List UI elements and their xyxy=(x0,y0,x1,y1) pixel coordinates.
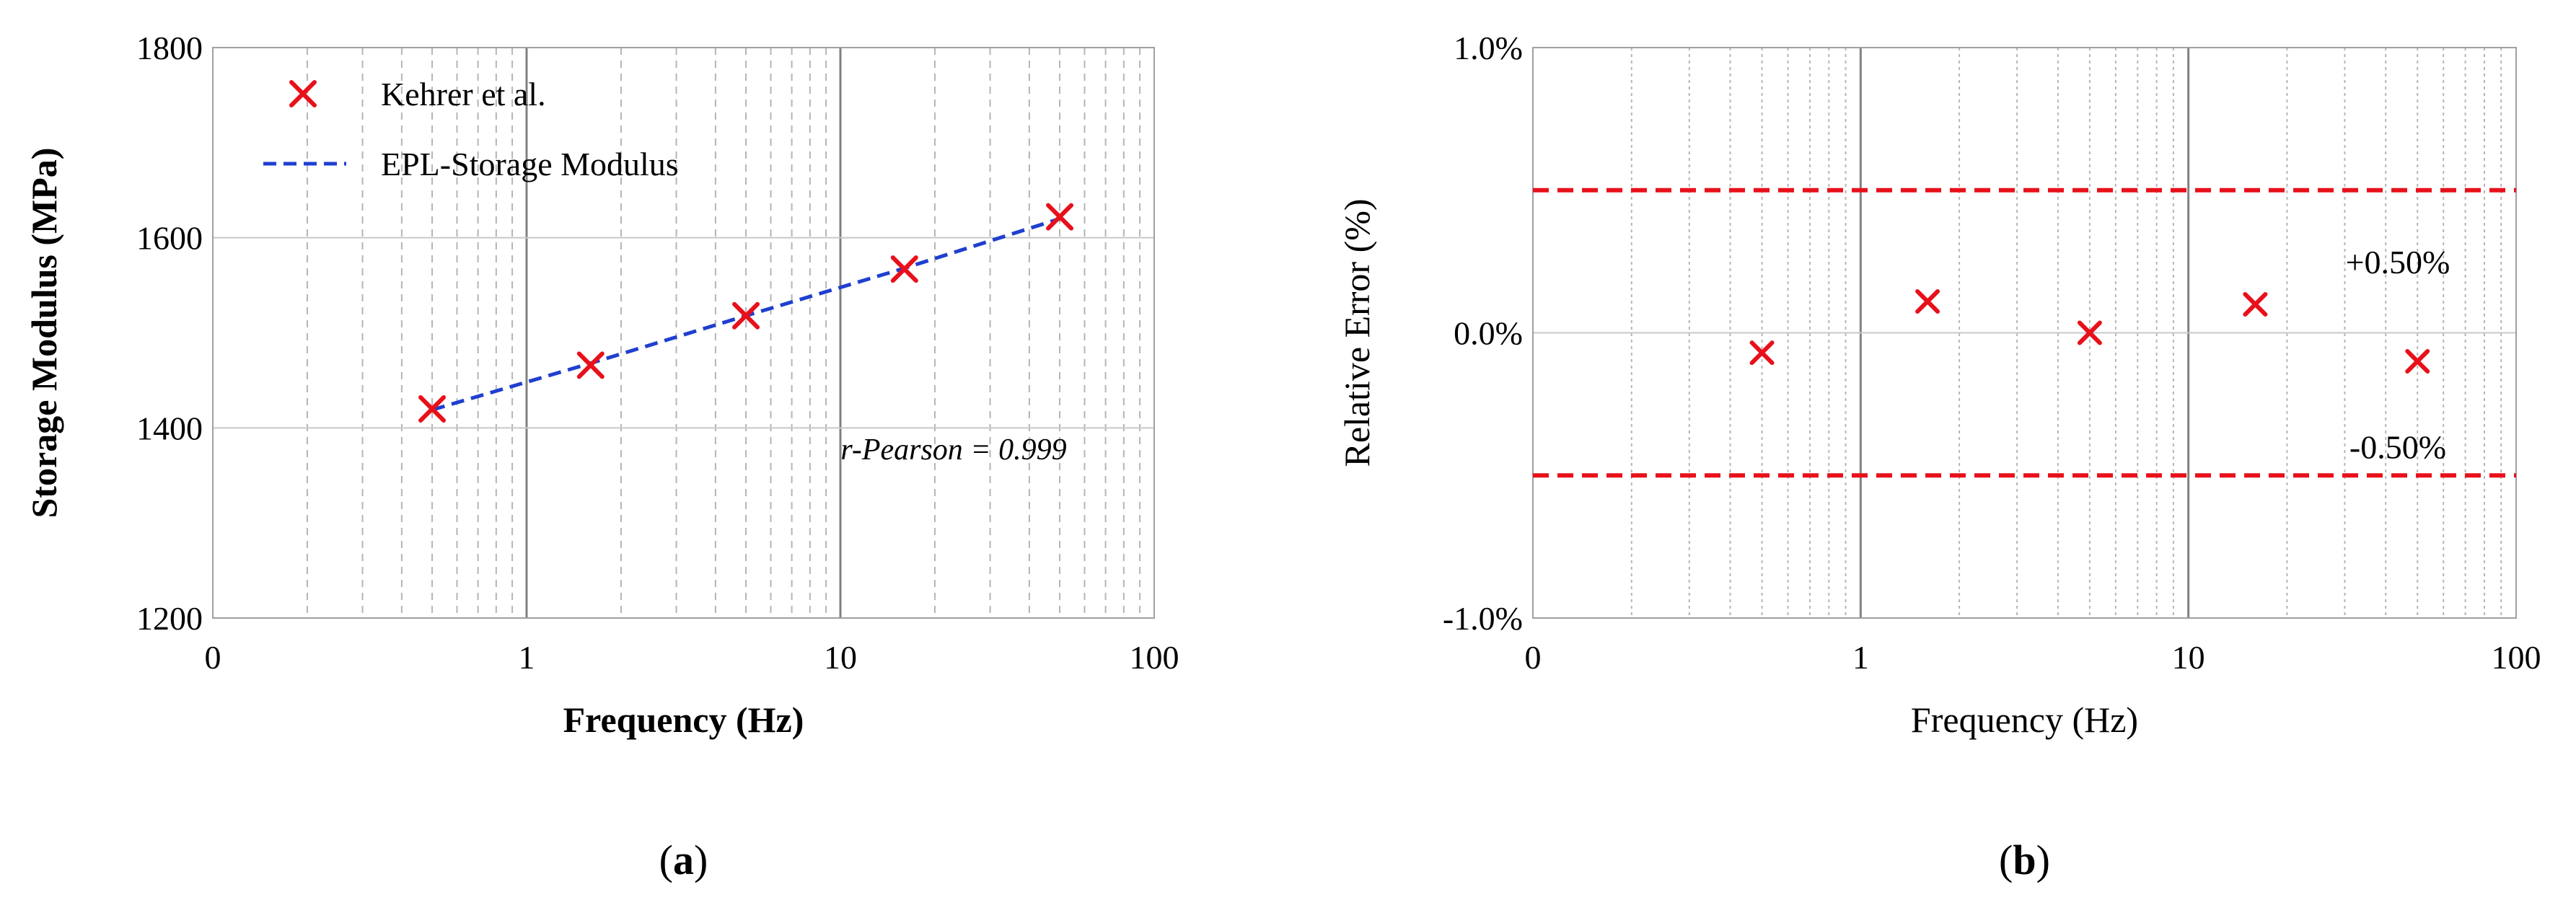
panel-b-grid xyxy=(1533,47,2516,619)
y-tick-label: 0.0% xyxy=(1454,315,1523,352)
y-tick-label: 1400 xyxy=(136,410,203,446)
panel-b-data-markers xyxy=(1749,288,2430,374)
x-tick-label: 10 xyxy=(824,639,857,676)
reference-line-label: -0.50% xyxy=(2349,428,2446,465)
panel-b-y-tick-labels: -1.0% 0.0% 1.0% xyxy=(1443,30,1523,637)
panel-b-x-tick-labels: 0 1 10 100 xyxy=(1525,639,2541,676)
legend-x-marker xyxy=(289,80,317,107)
reference-line-label: +0.50% xyxy=(2346,244,2450,281)
panel-a-y-axis-title: Storage Modulus (MPa) xyxy=(24,148,64,519)
y-tick-label: 1800 xyxy=(136,30,203,66)
panel-a-x-tick-labels: 0 1 10 100 xyxy=(205,639,1179,676)
panel-b-caption: (b) xyxy=(1999,837,2050,883)
relative-error-point xyxy=(2077,320,2102,345)
panel-a-grid xyxy=(213,47,1154,619)
x-tick-label: 100 xyxy=(1130,639,1179,676)
panel-a-x-axis-title: Frequency (Hz) xyxy=(563,700,804,740)
panel-b-y-axis-title: Relative Error (%) xyxy=(1337,198,1377,467)
panel-b-reference-lines: +0.50% -0.50% xyxy=(1533,188,2516,478)
y-tick-label: 1.0% xyxy=(1454,30,1523,66)
relative-error-point xyxy=(1749,340,1775,366)
legend-label-epl: EPL-Storage Modulus xyxy=(381,146,679,182)
y-tick-label: 1600 xyxy=(136,220,203,257)
legend-label-kehrer: Kehrer et al. xyxy=(381,76,546,112)
panel-a-y-tick-labels: 1200 1400 1600 1800 xyxy=(136,30,203,637)
x-tick-label: 0 xyxy=(1525,639,1542,676)
panel-b-x-axis-title: Frequency (Hz) xyxy=(1911,700,2138,740)
r-pearson-annotation: r-Pearson = 0.999 xyxy=(840,433,1066,467)
legend-marker-kehrer xyxy=(289,80,317,107)
x-tick-label: 0 xyxy=(205,639,221,676)
panel-a-legend: Kehrer et al. EPL-Storage Modulus xyxy=(263,76,679,182)
x-tick-label: 10 xyxy=(2172,639,2205,676)
panel-b-relative-error-chart: 0 1 10 100 -1.0% 0.0% 1.0% +0.50% -0.50% Frequ… xyxy=(1337,30,2541,883)
relative-error-point xyxy=(1915,288,1940,314)
y-tick-label: 1200 xyxy=(136,600,203,637)
x-tick-label: 1 xyxy=(1852,639,1869,676)
kehrer-data-point xyxy=(890,255,918,283)
relative-error-point xyxy=(2243,291,2268,317)
relative-error-point xyxy=(2405,349,2430,374)
kehrer-data-point xyxy=(732,301,760,330)
panel-b-plot-frame xyxy=(1532,47,2517,619)
kehrer-data-point xyxy=(418,394,447,423)
y-tick-label: -1.0% xyxy=(1443,600,1523,637)
kehrer-data-point xyxy=(1046,203,1074,231)
x-tick-label: 100 xyxy=(2492,639,2541,676)
panel-a-caption: (a) xyxy=(659,837,708,883)
panel-a-data-markers xyxy=(418,203,1074,423)
x-tick-label: 1 xyxy=(519,639,535,676)
panel-a-plot-frame xyxy=(212,47,1155,619)
kehrer-data-point xyxy=(576,351,605,379)
